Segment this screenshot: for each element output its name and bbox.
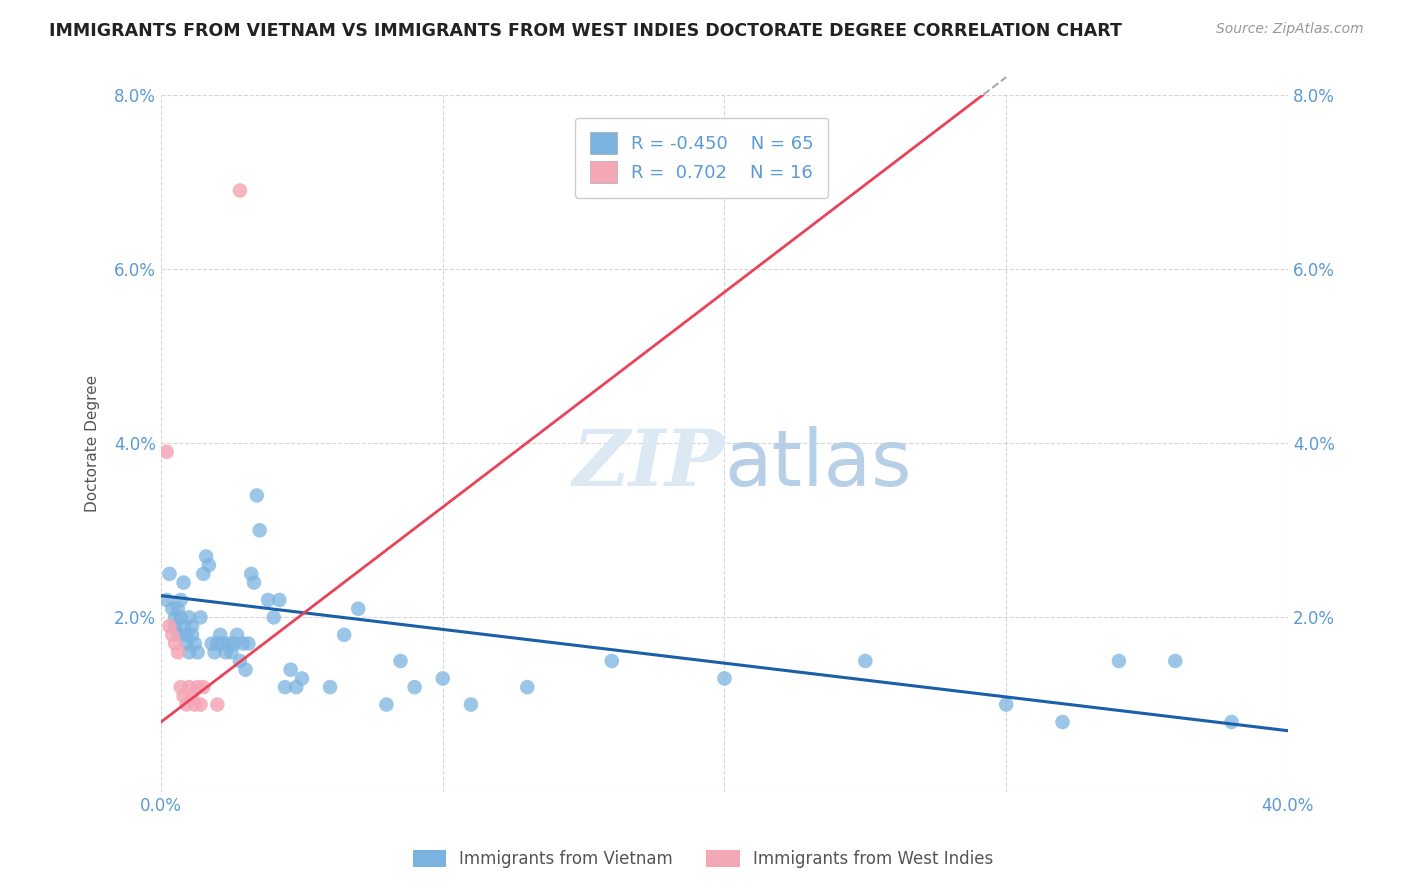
Point [218,636,240,650]
Point [181,689,204,703]
Point [375,698,398,712]
Point [176,628,198,642]
Point [1220,714,1243,729]
Point [165,610,187,624]
Point [173,619,195,633]
Point [198,558,221,573]
Point [229,654,252,668]
Legend: R = -0.450    N = 65, R =  0.702    N = 16: R = -0.450 N = 65, R = 0.702 N = 16 [575,118,828,198]
Point [215,645,238,659]
Point [167,601,190,615]
Point [173,575,195,590]
Point [165,619,187,633]
Point [170,593,193,607]
Point [162,628,184,642]
Point [333,628,356,642]
Point [195,549,218,564]
Point [162,601,184,615]
Point [269,593,291,607]
Point [319,680,342,694]
Point [179,680,201,694]
Point [181,619,204,633]
Point [165,636,187,650]
Point [190,610,212,624]
Point [187,645,209,659]
Legend: Immigrants from Vietnam, Immigrants from West Indies: Immigrants from Vietnam, Immigrants from… [406,843,1000,875]
Y-axis label: Doctorate Degree: Doctorate Degree [86,375,100,512]
Point [207,698,229,712]
Point [170,680,193,694]
Point [159,566,181,581]
Point [274,680,297,694]
Point [516,680,538,694]
Point [173,689,195,703]
Point [187,680,209,694]
Point [170,610,193,624]
Point [201,636,224,650]
Point [291,672,314,686]
Point [853,654,876,668]
Point [995,698,1018,712]
Point [156,593,179,607]
Point [257,593,280,607]
Point [249,523,271,537]
Point [209,628,232,642]
Point [243,575,266,590]
Point [238,636,260,650]
Point [1108,654,1130,668]
Point [1164,654,1187,668]
Point [1052,714,1074,729]
Point [212,636,235,650]
Text: IMMIGRANTS FROM VIETNAM VS IMMIGRANTS FROM WEST INDIES DOCTORATE DEGREE CORRELAT: IMMIGRANTS FROM VIETNAM VS IMMIGRANTS FR… [49,22,1122,40]
Point [432,672,454,686]
Point [232,636,254,650]
Point [713,672,735,686]
Point [229,184,252,198]
Point [246,488,269,502]
Point [179,610,201,624]
Point [167,628,190,642]
Point [389,654,412,668]
Text: ZIP: ZIP [572,425,724,502]
Point [285,680,308,694]
Point [181,628,204,642]
Point [221,645,243,659]
Point [184,698,207,712]
Point [347,601,370,615]
Point [167,645,190,659]
Point [176,636,198,650]
Point [280,663,302,677]
Point [176,698,198,712]
Point [179,645,201,659]
Point [193,680,215,694]
Point [600,654,623,668]
Point [156,445,179,459]
Point [159,619,181,633]
Point [224,636,246,650]
Point [240,566,263,581]
Point [204,645,226,659]
Point [193,566,215,581]
Text: Source: ZipAtlas.com: Source: ZipAtlas.com [1216,22,1364,37]
Point [184,636,207,650]
Point [235,663,257,677]
Text: atlas: atlas [724,426,912,502]
Point [226,628,249,642]
Point [460,698,482,712]
Point [207,636,229,650]
Point [263,610,285,624]
Point [190,698,212,712]
Point [404,680,426,694]
